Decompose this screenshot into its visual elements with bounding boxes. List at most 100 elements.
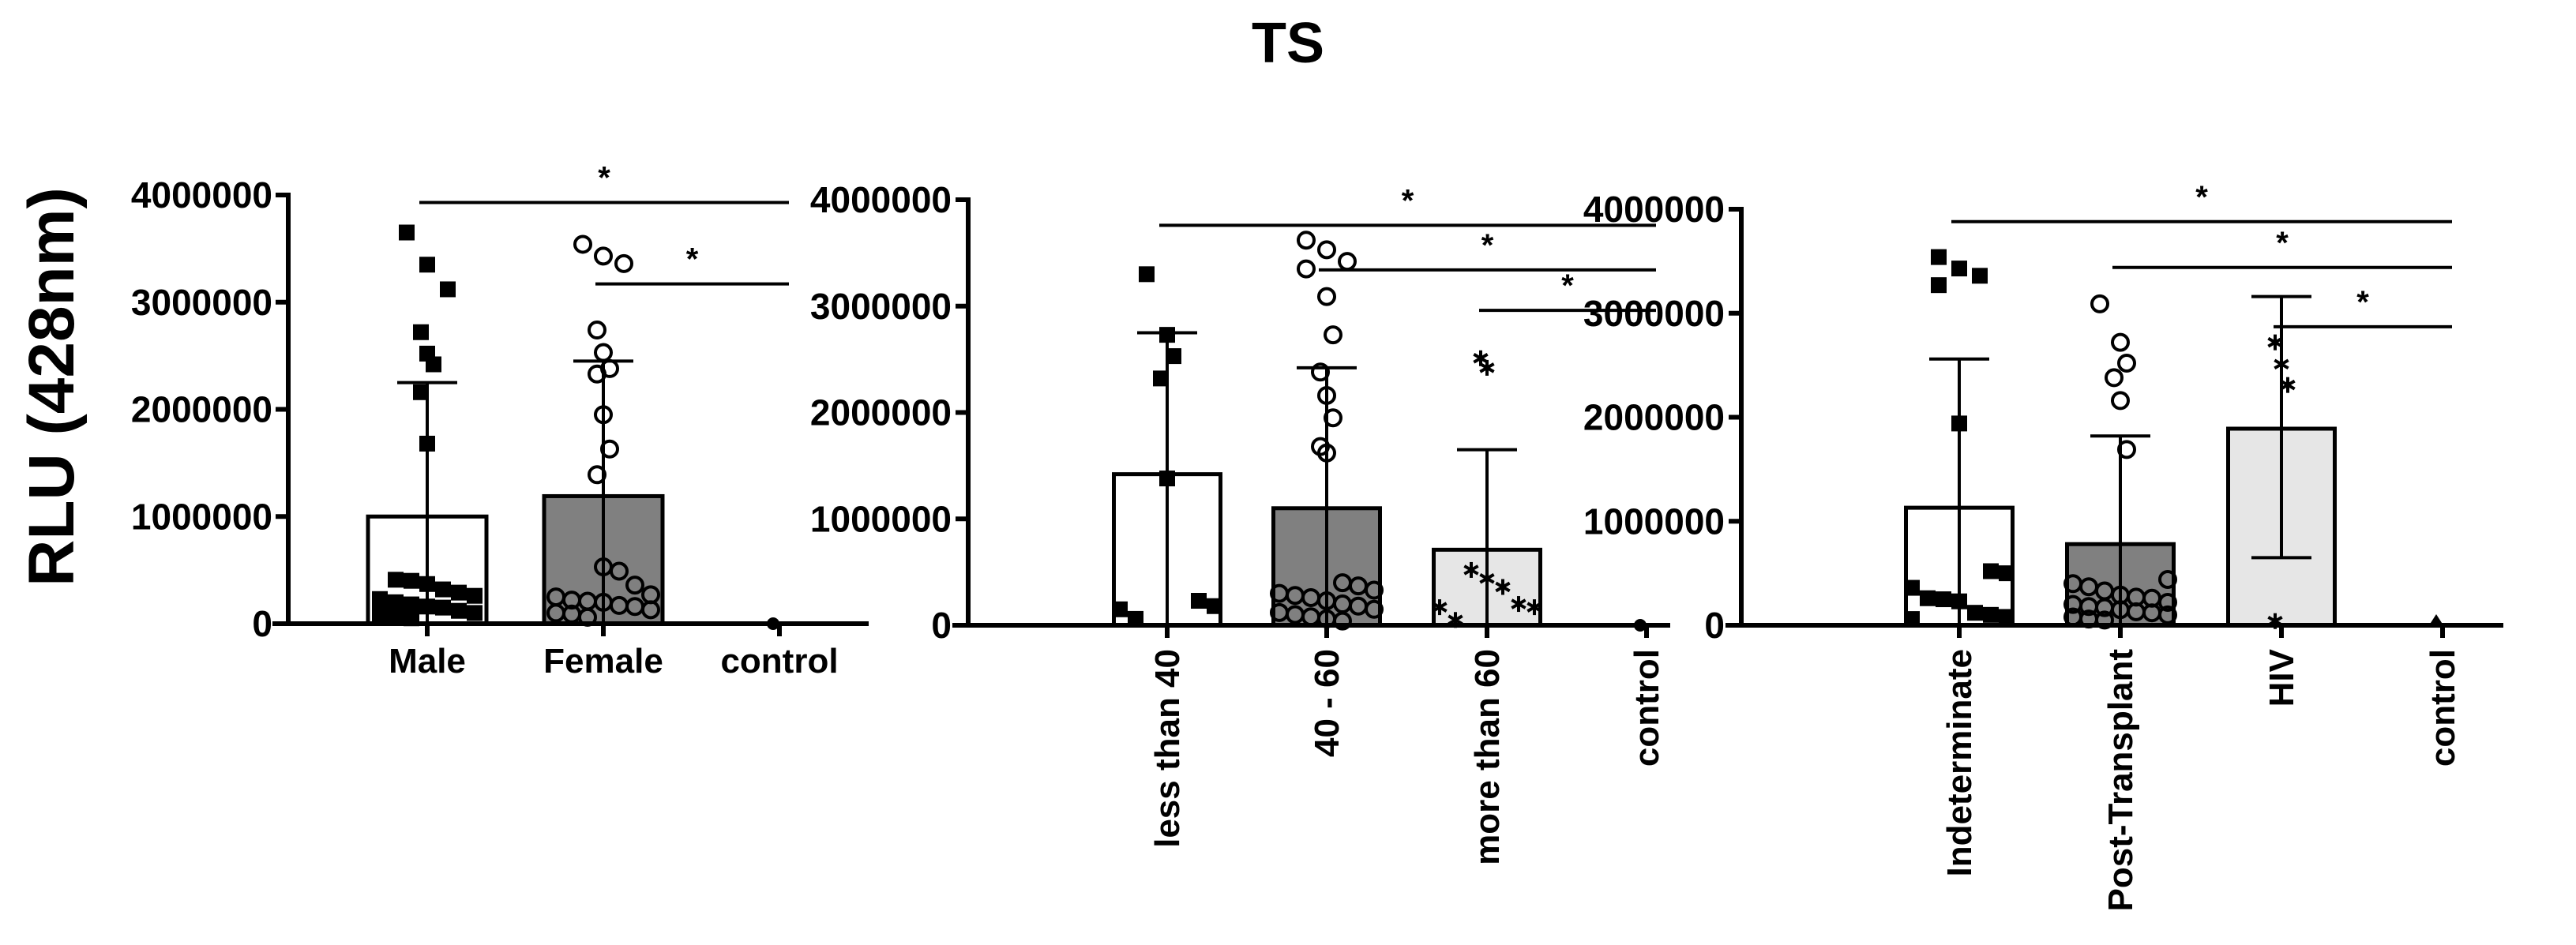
data-point-marker — [388, 609, 404, 625]
y-tick-label: 4000000 — [1583, 189, 1725, 230]
data-point-marker — [1999, 565, 2015, 582]
data-point-marker — [2158, 570, 2177, 590]
axes — [952, 197, 1670, 638]
y-tick-label: 2000000 — [810, 392, 952, 433]
significance-asterisk: * — [2356, 285, 2369, 320]
data-point-marker — [404, 572, 419, 589]
data-point-marker — [1153, 370, 1169, 387]
category-label: Female — [543, 642, 663, 681]
data-point-marker — [2111, 332, 2130, 352]
data-point-marker — [2158, 593, 2177, 613]
category-label: HIV — [2262, 648, 2301, 707]
data-point-marker — [2117, 353, 2136, 373]
data-point-marker — [372, 591, 388, 607]
data-point-marker — [625, 576, 644, 595]
data-point-marker — [614, 253, 633, 273]
data-point-marker — [1166, 348, 1181, 365]
data-point-marker — [1128, 610, 1143, 627]
significance-asterisk: * — [1481, 228, 1494, 263]
error-bar-1 — [1297, 366, 1357, 625]
y-tick-label: 4000000 — [810, 179, 952, 220]
data-point-marker — [1463, 561, 1479, 578]
chart-panel-sex: 0 1000000 2000000 3000000 4000000 Male Female c… — [131, 161, 869, 681]
chart-panel-condition: 0 1000000 2000000 3000000 4000000 Indetermina… — [1583, 180, 2503, 912]
data-point-marker — [2429, 614, 2443, 625]
data-point-marker — [1495, 579, 1511, 595]
y-tick-label: 1000000 — [810, 498, 952, 539]
data-point-marker — [419, 257, 435, 273]
data-points-0 — [372, 224, 483, 627]
category-label: control — [2424, 649, 2462, 767]
category-label: Post-Transplant — [2101, 649, 2140, 912]
data-point-marker — [1365, 599, 1384, 619]
y-tick-label: 4000000 — [131, 174, 272, 216]
data-point-marker — [399, 224, 415, 241]
data-point-marker — [440, 281, 456, 298]
y-tick-label: 0 — [1704, 605, 1725, 646]
significance-asterisk: * — [598, 161, 610, 196]
data-point-marker — [1139, 266, 1155, 283]
data-point-marker — [1317, 287, 1336, 306]
error-bar-2 — [2251, 294, 2311, 560]
data-point-marker — [1931, 249, 1947, 265]
significance-asterisk: * — [2276, 226, 2289, 261]
data-point-marker — [1972, 268, 1988, 284]
significance-asterisk: * — [1561, 268, 1574, 303]
category-label: control — [720, 642, 838, 681]
significance-asterisk: * — [1402, 183, 1414, 218]
data-point-marker — [1526, 599, 1542, 616]
chart-panel-age: 0 1000000 2000000 3000000 4000000 less than 4… — [810, 179, 1670, 865]
category-label: Indeterminate — [1940, 649, 1979, 877]
data-point-marker — [1983, 563, 1999, 579]
data-point-marker — [1112, 601, 1128, 617]
data-point-marker — [1191, 593, 1207, 609]
data-point-marker — [1936, 591, 1951, 608]
data-point-marker — [2267, 334, 2283, 351]
data-point-marker — [573, 234, 592, 254]
y-tick-label: 3000000 — [810, 286, 952, 327]
data-point-marker — [451, 584, 467, 601]
data-point-marker — [2158, 605, 2177, 624]
data-point-marker — [467, 605, 483, 621]
y-tick-label: 0 — [252, 603, 272, 644]
data-point-marker — [1904, 579, 1920, 596]
data-point-marker — [1297, 231, 1316, 250]
data-point-marker — [1338, 252, 1357, 272]
y-tick-label: 1000000 — [1583, 501, 1725, 542]
significance-asterisk: * — [2195, 180, 2208, 215]
data-point-marker — [1920, 590, 1936, 606]
data-point-marker — [1333, 611, 1352, 631]
data-point-marker — [413, 384, 429, 400]
y-tick-label: 3000000 — [1583, 293, 1725, 334]
y-tick-label: 2000000 — [131, 389, 272, 430]
data-point-marker — [1931, 277, 1947, 294]
axes — [1725, 207, 2503, 638]
category-label: 40 - 60 — [1308, 649, 1346, 757]
data-point-marker — [594, 343, 613, 362]
data-point-marker — [610, 561, 629, 581]
data-point-marker — [404, 596, 419, 613]
y-tick-label: 0 — [931, 605, 952, 646]
error-bar-0 — [397, 381, 457, 624]
data-points-3 — [2429, 614, 2443, 625]
data-points-2 — [2267, 334, 2296, 629]
data-points-0 — [1112, 266, 1222, 627]
y-tick-label: 2000000 — [1583, 397, 1725, 438]
data-point-marker — [1432, 599, 1448, 616]
significance-asterisk: * — [686, 242, 699, 277]
data-point-marker — [1297, 259, 1316, 279]
data-point-marker — [435, 581, 451, 598]
data-point-marker — [435, 599, 451, 616]
data-point-marker — [1967, 605, 1983, 621]
data-point-marker — [426, 356, 441, 373]
data-point-marker — [1479, 359, 1495, 376]
category-label: more than 60 — [1468, 649, 1507, 865]
category-label: less than 40 — [1148, 649, 1187, 848]
data-point-marker — [2090, 294, 2109, 313]
data-point-marker — [641, 600, 660, 620]
axes — [272, 193, 869, 636]
data-point-marker — [413, 324, 429, 340]
data-point-marker — [2111, 391, 2130, 411]
error-bar-0 — [1929, 357, 1989, 625]
data-point-marker — [1983, 606, 1999, 623]
